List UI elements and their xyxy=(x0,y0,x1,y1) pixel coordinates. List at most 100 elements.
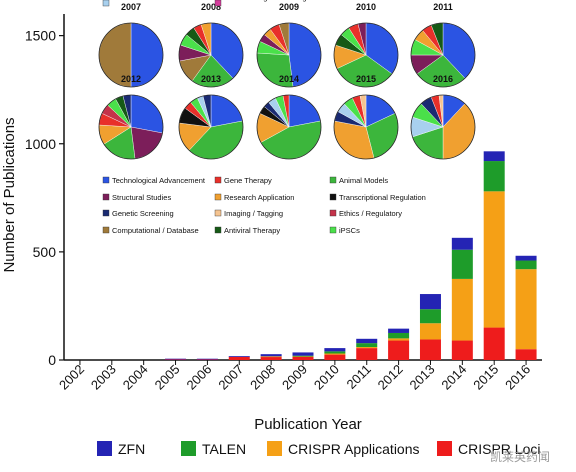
bar-segment xyxy=(292,356,314,357)
watermark-text: 凯莱英药闻 xyxy=(490,450,550,464)
bar-segment xyxy=(196,359,218,360)
y-axis-label: Number of Publications xyxy=(1,117,18,272)
bar-segment xyxy=(483,191,505,328)
pie-outline xyxy=(410,22,476,88)
bar-segment xyxy=(260,354,282,357)
pie-legend-label: Imaging / Tagging xyxy=(224,209,283,218)
pie-outline xyxy=(256,22,322,88)
pie-legend-label: Transcriptional Regulation xyxy=(339,193,426,202)
pie-legend-label: Research Application xyxy=(224,193,294,202)
bar-segment xyxy=(419,309,441,324)
pie-outline xyxy=(333,22,399,88)
bar-segment xyxy=(324,348,346,352)
legend-swatch xyxy=(97,441,112,456)
bar-segment xyxy=(451,278,473,341)
bar-segment xyxy=(515,269,537,350)
pie-year-label: 2016 xyxy=(433,74,453,84)
pie-legend-swatch xyxy=(102,176,110,184)
y-tick-label: 1000 xyxy=(25,136,56,152)
pie-legend-label: iPSCs xyxy=(339,226,360,235)
pie-legend-swatch xyxy=(329,193,337,201)
pie-legend-label: Gene Therapy xyxy=(224,176,272,185)
bar-segment xyxy=(292,356,314,360)
bar-segment xyxy=(515,260,537,270)
bar-segment xyxy=(388,332,410,339)
bar-segment xyxy=(483,327,505,360)
x-tick-label: 2009 xyxy=(279,362,310,393)
x-tick-label: 2003 xyxy=(88,362,119,393)
pie-legend-label: Technological Advancement xyxy=(112,176,206,185)
pie-outline xyxy=(98,22,164,88)
bar-segment xyxy=(260,356,282,358)
pie-legend-label: Antiviral Therapy xyxy=(224,226,280,235)
legend-label: CRISPR Loci xyxy=(458,441,540,457)
legend-label: CRISPR Applications xyxy=(288,441,420,457)
pie-outline xyxy=(410,94,476,160)
x-tick-label: 2011 xyxy=(343,362,373,392)
pie-legend-swatch xyxy=(102,226,110,234)
bar-segment xyxy=(356,347,378,349)
x-tick-label: 2013 xyxy=(407,362,438,393)
bar-segment xyxy=(515,349,537,360)
bar-segment xyxy=(324,351,346,354)
pie-outline xyxy=(178,94,244,160)
pie-year-label: 2009 xyxy=(279,2,299,12)
pie-legend-swatch xyxy=(102,0,110,7)
pie-year-label: 2012 xyxy=(121,74,141,84)
legend-swatch xyxy=(437,441,452,456)
bar-segment xyxy=(451,237,473,250)
pie-legend-swatch xyxy=(214,176,222,184)
pie-year-label: 2007 xyxy=(121,2,141,12)
bars xyxy=(165,151,537,360)
pie-legend-swatch xyxy=(329,209,337,217)
legend-swatch xyxy=(267,441,282,456)
bar-segment xyxy=(419,339,441,360)
bar-segment xyxy=(356,338,378,344)
pie-slice xyxy=(130,94,164,134)
pie-year-label: 2014 xyxy=(279,74,299,84)
pie-legend-label: Genetic Screening xyxy=(112,209,174,218)
bar-segment xyxy=(196,358,218,360)
bar-segment xyxy=(419,323,441,340)
bar-segment xyxy=(260,356,282,360)
bar-segment xyxy=(388,340,410,360)
x-tick-label: 2008 xyxy=(247,362,278,393)
bar-segment xyxy=(451,340,473,360)
bar-segment xyxy=(483,151,505,162)
pie-year-label: 2015 xyxy=(356,74,376,84)
pie-year-label: 2013 xyxy=(201,74,221,84)
legend-swatch xyxy=(181,441,196,456)
bar-segment xyxy=(228,356,250,357)
pie-legend-swatch xyxy=(102,209,110,217)
pie-legend-swatch xyxy=(214,209,222,217)
x-tick-label: 2007 xyxy=(215,362,246,393)
x-tick-label: 2010 xyxy=(311,362,342,393)
x-axis-label: Publication Year xyxy=(254,416,362,433)
pie-legend-label: Computational / Database xyxy=(112,226,199,235)
bar-segment xyxy=(324,353,346,355)
pie-year-label: 2008 xyxy=(201,2,221,12)
bar-segment xyxy=(419,294,441,310)
pie-outline xyxy=(98,94,164,160)
bar-segment xyxy=(292,352,314,356)
pie-year-label: 2011 xyxy=(433,2,453,12)
bar-segment xyxy=(356,343,378,348)
pie-legend-label: Structural Studies xyxy=(112,193,171,202)
x-tick-label: 2012 xyxy=(375,362,406,393)
pie-outline xyxy=(178,22,244,88)
pie-outline xyxy=(333,94,399,160)
bar-segment xyxy=(451,249,473,279)
bar-segment xyxy=(165,358,187,360)
x-tick-label: 2006 xyxy=(183,362,214,393)
bar-segment xyxy=(515,255,537,261)
pie-charts: 2007 2008 2009 2010 2011 2012 2013 2014 2015 2016 xyxy=(98,2,476,160)
x-tick-label: 2005 xyxy=(152,362,183,393)
x-tick-label: 2015 xyxy=(470,362,501,393)
pie-legend-swatch xyxy=(102,193,110,201)
pie-legend-swatch xyxy=(214,0,222,7)
pie-legend: Technological Advancement Gene Therapy Ani… xyxy=(102,0,426,235)
pie-legend-swatch xyxy=(329,226,337,234)
legend-label: ZFN xyxy=(118,441,145,457)
y-tick-label: 500 xyxy=(33,244,57,260)
bar-segment xyxy=(356,348,378,360)
